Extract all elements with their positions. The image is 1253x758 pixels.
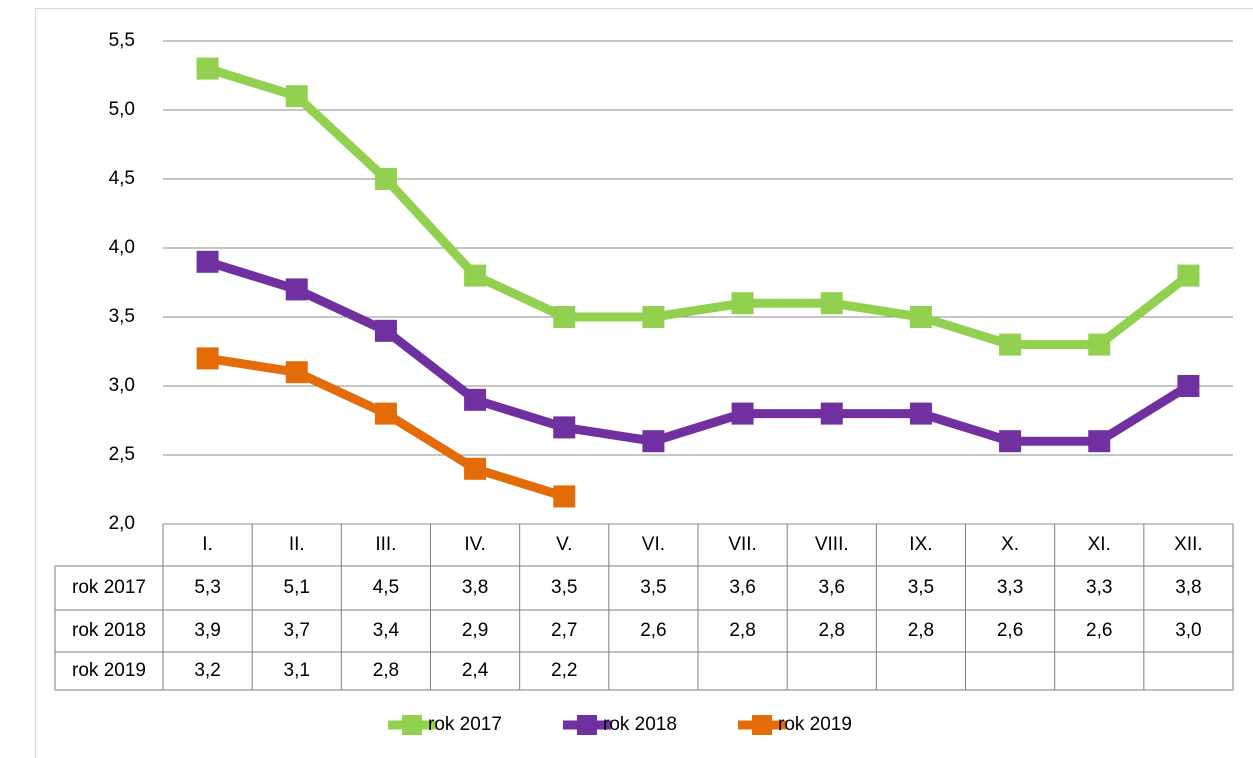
y-tick-label: 4,0: [109, 237, 135, 258]
table-value: 3,1: [284, 660, 310, 681]
y-tick-label: 5,0: [109, 99, 135, 120]
y-tick-label: 3,0: [109, 375, 135, 396]
point-marker: [1088, 430, 1111, 453]
legend-label: rok 2017: [428, 714, 502, 735]
table-value: 2,6: [997, 620, 1023, 641]
table-value: 2,9: [462, 620, 488, 641]
series-line: [206, 64, 1192, 350]
x-tick-label: XI.: [1088, 534, 1111, 555]
point-marker: [464, 457, 487, 480]
point-marker: [553, 485, 576, 508]
legend-marker: [752, 715, 772, 735]
x-tick-label: V.: [556, 534, 572, 555]
x-tick-label: IX.: [909, 534, 932, 555]
y-tick-label: 5,5: [109, 30, 135, 51]
point-marker: [285, 85, 308, 108]
x-tick-label: II.: [289, 534, 305, 555]
series-line: [206, 353, 566, 501]
y-tick-label: 3,5: [109, 306, 135, 327]
x-tick-label: VII.: [728, 534, 757, 555]
point-marker: [909, 306, 932, 328]
table-value: 2,2: [551, 660, 577, 681]
y-tick-label: 2,0: [109, 513, 135, 534]
x-tick-label: III.: [375, 534, 396, 555]
point-marker: [285, 278, 308, 301]
table-value: 2,8: [729, 620, 755, 641]
point-marker: [731, 402, 754, 425]
point-marker: [285, 361, 308, 384]
y-tick-label: 4,5: [109, 168, 135, 189]
table-row-label: rok 2019: [72, 660, 146, 681]
table-value: 2,8: [373, 660, 399, 681]
table-value: 3,5: [551, 577, 577, 598]
table-value: 3,8: [462, 577, 488, 598]
point-marker: [374, 168, 397, 190]
point-marker: [374, 402, 397, 425]
point-marker: [196, 250, 219, 273]
legend-label: rok 2019: [778, 714, 852, 735]
table-value: 2,6: [1086, 620, 1112, 641]
table-value: 3,6: [729, 577, 755, 598]
table-value: 3,5: [908, 577, 934, 598]
x-tick-label: XII.: [1174, 534, 1203, 555]
point-marker: [374, 319, 397, 342]
point-marker: [1088, 333, 1111, 356]
table-value: 3,3: [1086, 577, 1112, 598]
table-value: 3,6: [819, 577, 845, 598]
table-value: 3,9: [194, 620, 220, 641]
table-value: 3,8: [1175, 577, 1201, 598]
x-tick-label: VI.: [642, 534, 665, 555]
y-tick-label: 2,5: [109, 444, 135, 465]
point-marker: [1177, 264, 1200, 287]
x-tick-label: VIII.: [815, 534, 849, 555]
point-marker: [464, 388, 487, 411]
table-value: 3,5: [640, 577, 666, 598]
point-marker: [909, 402, 932, 425]
legend-label: rok 2018: [603, 714, 677, 735]
point-marker: [999, 333, 1022, 356]
table-value: 3,7: [284, 620, 310, 641]
point-marker: [642, 430, 665, 453]
table-value: 5,3: [194, 577, 220, 598]
legend-marker: [402, 715, 422, 735]
point-marker: [731, 292, 754, 315]
point-marker: [553, 306, 576, 328]
point-marker: [820, 292, 843, 315]
table-value: 2,8: [908, 620, 934, 641]
point-marker: [820, 402, 843, 425]
point-marker: [196, 347, 219, 370]
point-marker: [999, 430, 1022, 453]
x-tick-label: I.: [202, 534, 213, 555]
x-tick-label: X.: [1001, 534, 1019, 555]
table-value: 4,5: [373, 577, 399, 598]
series-line: [206, 257, 1191, 446]
x-tick-label: IV.: [464, 534, 486, 555]
table-value: 2,7: [551, 620, 577, 641]
legend-marker: [577, 715, 597, 735]
table-row-label: rok 2017: [72, 577, 146, 598]
table-value: 2,8: [819, 620, 845, 641]
table-value: 2,4: [462, 660, 489, 681]
table-value: 3,3: [997, 577, 1023, 598]
point-marker: [464, 264, 487, 287]
point-marker: [642, 306, 665, 328]
point-marker: [1177, 375, 1200, 397]
table-value: 3,4: [373, 620, 400, 641]
table-value: 3,2: [194, 660, 220, 681]
table-row-label: rok 2018: [72, 620, 146, 641]
chart-frame: [35, 8, 1253, 758]
point-marker: [553, 416, 576, 439]
point-marker: [196, 57, 219, 80]
table-value: 5,1: [284, 577, 310, 598]
table-value: 3,0: [1175, 620, 1201, 641]
table-value: 2,6: [640, 620, 666, 641]
